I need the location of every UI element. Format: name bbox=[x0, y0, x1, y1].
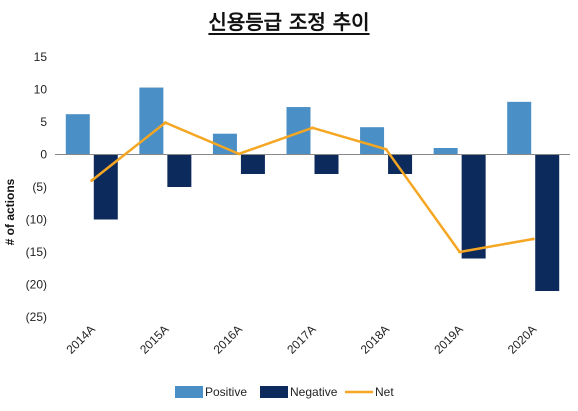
legend-label: Positive bbox=[205, 385, 247, 399]
legend: Positive Negative Net bbox=[175, 385, 394, 399]
y-tick-label: 10 bbox=[34, 83, 48, 97]
positive-legend-swatch bbox=[175, 386, 203, 398]
y-tick-label: 15 bbox=[34, 50, 48, 64]
negative-bar bbox=[535, 154, 560, 291]
y-axis-label: # of actions bbox=[3, 178, 17, 245]
negative-bar bbox=[314, 154, 339, 174]
x-tick-label: 2014A bbox=[63, 322, 97, 356]
x-tick-label: 2015A bbox=[137, 322, 171, 356]
legend-label: Net bbox=[375, 385, 394, 399]
negative-bar bbox=[461, 154, 486, 259]
negative-bar bbox=[167, 154, 192, 187]
y-tick-label: (15) bbox=[26, 245, 47, 259]
legend-label: Negative bbox=[290, 385, 338, 399]
net-series bbox=[90, 121, 535, 254]
negative-legend-swatch bbox=[260, 386, 288, 398]
net-point bbox=[384, 147, 388, 151]
positive-bar bbox=[507, 101, 532, 155]
x-tick-label: 2018A bbox=[358, 322, 392, 356]
x-tick-label: 2016A bbox=[211, 322, 245, 356]
net-point bbox=[531, 237, 535, 241]
y-tick-label: 0 bbox=[40, 148, 47, 162]
positive-bar bbox=[65, 114, 90, 155]
positive-bar bbox=[360, 127, 385, 155]
net-point bbox=[311, 126, 314, 130]
net-point bbox=[90, 179, 94, 182]
x-tick-label: 2020A bbox=[505, 322, 539, 356]
y-tick-label: 5 bbox=[40, 115, 47, 129]
x-axis: 2014A 2015A 2016A 2017A 2018A 2019A 2020A bbox=[63, 322, 539, 356]
negative-bar bbox=[93, 154, 118, 220]
net-point bbox=[458, 250, 462, 254]
net-point bbox=[237, 152, 241, 156]
bars bbox=[65, 87, 560, 291]
positive-bar bbox=[433, 148, 458, 155]
y-axis: 15 10 5 0 (5) (10) (15) (20) (25) bbox=[26, 50, 48, 324]
y-tick-label: (25) bbox=[26, 310, 47, 324]
negative-bar bbox=[240, 154, 265, 174]
y-tick-label: (10) bbox=[26, 213, 47, 227]
y-tick-label: (5) bbox=[32, 180, 47, 194]
chart-title: 신용등급 조정 추이 bbox=[208, 10, 370, 34]
x-tick-label: 2017A bbox=[284, 322, 318, 356]
net-point bbox=[163, 121, 167, 125]
y-tick-label: (20) bbox=[26, 278, 47, 292]
positive-bar bbox=[139, 87, 164, 155]
x-tick-label: 2019A bbox=[431, 322, 465, 356]
